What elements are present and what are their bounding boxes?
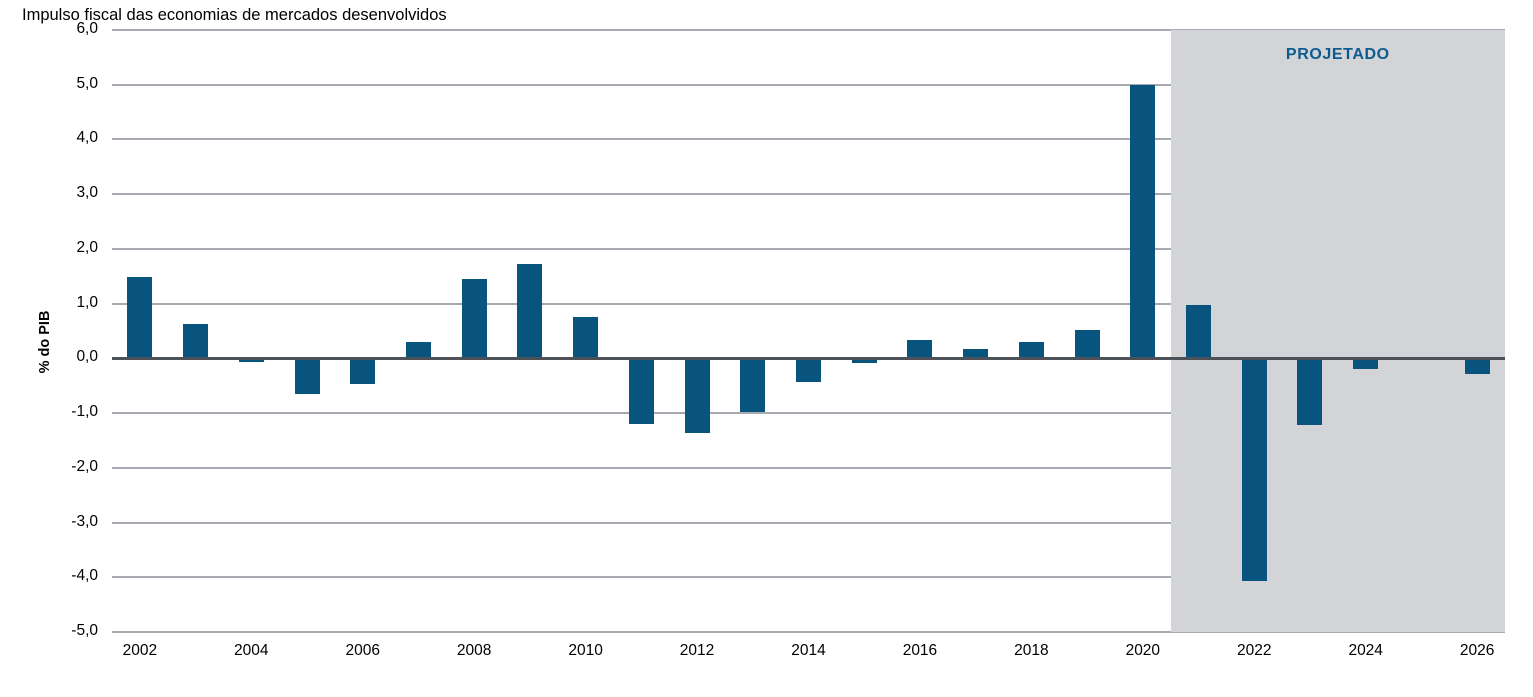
chart-title: Impulso fiscal das economias de mercados… [22, 6, 447, 24]
x-tick-label: 2020 [1125, 642, 1161, 659]
y-tick-label: -4,0 [71, 567, 98, 585]
bars-layer [112, 30, 1505, 632]
y-tick-label: -3,0 [71, 512, 98, 530]
gridline [112, 412, 1505, 415]
bar [573, 317, 599, 359]
gridline [112, 138, 1505, 141]
bar [963, 348, 989, 359]
y-axis-title: % do PIB [37, 310, 53, 374]
bar [1297, 358, 1323, 425]
bar [1241, 358, 1267, 582]
gridline [112, 193, 1505, 196]
plot-area: PROJETADO [112, 29, 1505, 633]
bar [1018, 342, 1044, 359]
bar [740, 358, 766, 412]
bar [1074, 330, 1100, 359]
x-tick-label: 2024 [1348, 642, 1383, 659]
x-tick-label: 2008 [456, 642, 492, 659]
x-tick-label: 2026 [1459, 642, 1495, 659]
gridline [112, 29, 1505, 31]
x-tick-label: 2014 [791, 642, 826, 659]
bar [405, 342, 431, 359]
bar [907, 339, 933, 359]
bar [796, 358, 821, 383]
projected-region-shading [1170, 30, 1505, 632]
bar [461, 279, 487, 359]
x-tick-label: 2016 [902, 642, 938, 659]
x-tick-label: 2002 [122, 642, 158, 659]
x-tick-label: 2022 [1237, 642, 1272, 659]
gridline [112, 83, 1505, 86]
y-tick-label: -1,0 [71, 403, 98, 421]
zero-baseline [112, 356, 1505, 360]
x-tick-label: 2006 [345, 642, 380, 659]
x-tick-label: 2010 [568, 642, 603, 659]
y-tick-label: 5,0 [76, 74, 98, 92]
gridline [112, 247, 1505, 250]
gridline [112, 466, 1505, 469]
y-tick-label: 3,0 [76, 184, 98, 202]
bar [851, 358, 877, 363]
bar [1130, 85, 1156, 359]
y-tick-label: -2,0 [71, 457, 98, 475]
x-axis-tick-labels: 2002 2004 2006 2008 2010 2012 2014 2016 2018 2020… [0, 642, 1533, 682]
bar [517, 264, 543, 359]
y-tick-label: -5,0 [71, 622, 98, 639]
bar [1353, 358, 1379, 369]
x-tick-label: 2018 [1014, 642, 1049, 659]
bar [294, 358, 320, 394]
projected-annotation-label: PROJETADO [1285, 46, 1390, 63]
gridline [112, 576, 1505, 579]
bar [127, 276, 153, 359]
x-tick-label: 2004 [234, 642, 269, 659]
gridline [112, 631, 1505, 633]
y-tick-label: 2,0 [76, 238, 98, 256]
gridline [112, 521, 1505, 524]
y-tick-label: 4,0 [76, 129, 98, 147]
bar [238, 358, 264, 362]
x-tick-label: 2012 [679, 642, 715, 659]
bar [183, 323, 209, 359]
bar [1464, 358, 1490, 375]
gridline [112, 302, 1505, 305]
bar [628, 358, 654, 425]
bar [1186, 305, 1212, 359]
bar [684, 358, 710, 434]
bar [350, 358, 376, 384]
